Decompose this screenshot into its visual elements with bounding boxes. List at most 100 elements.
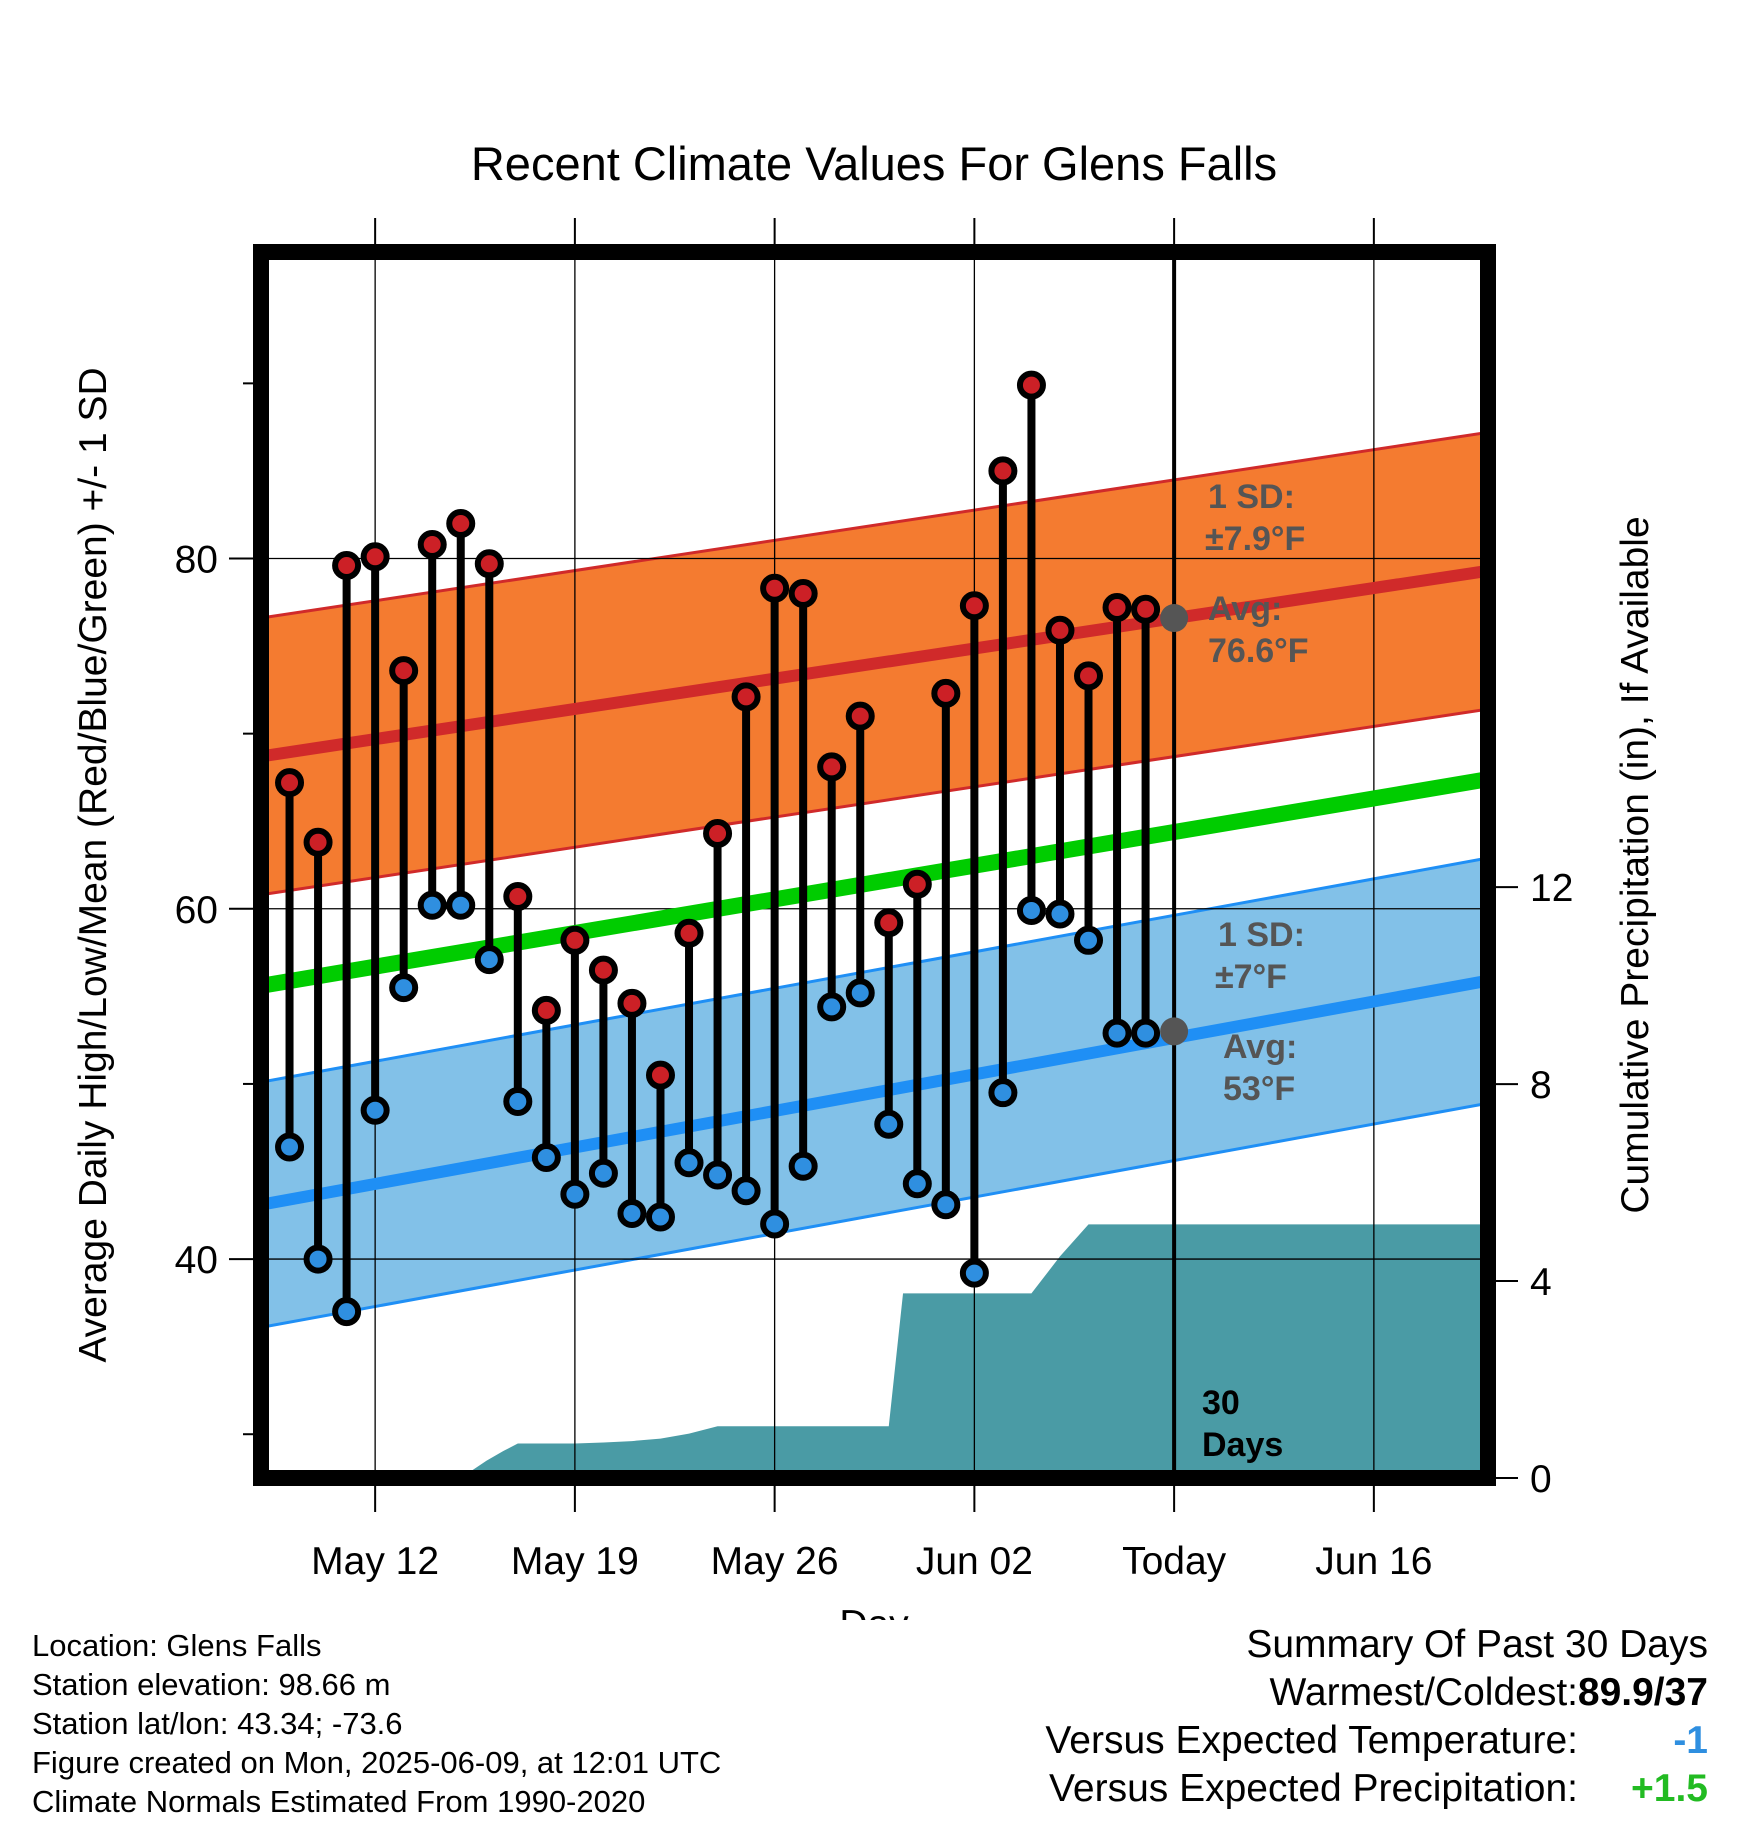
high-point: [959, 591, 989, 621]
high-point: [731, 682, 761, 712]
x-axis-label: Day: [839, 1603, 909, 1620]
high-point: [389, 656, 419, 686]
low-point: [1131, 1018, 1161, 1048]
high-point: [503, 882, 533, 912]
low-point: [275, 1132, 305, 1162]
high-avg-label: Avg:: [1208, 590, 1282, 628]
high-point: [645, 1060, 675, 1090]
low-sd-label: 1 SD:: [1218, 916, 1305, 954]
low-point: [845, 978, 875, 1008]
x-tick-label: Today: [1122, 1540, 1227, 1583]
low-point: [474, 945, 504, 975]
high-point: [560, 925, 590, 955]
low-point: [788, 1151, 818, 1181]
high-point: [1131, 594, 1161, 624]
high-point: [474, 549, 504, 579]
low-point: [1074, 925, 1104, 955]
high-point: [531, 995, 561, 1025]
low-point: [874, 1109, 904, 1139]
low-point: [560, 1179, 590, 1209]
warmest-coldest-label: Warmest/Coldest:: [1269, 1671, 1578, 1714]
plot-frame: [253, 244, 1496, 1486]
y2-axis-label: Cumulative Precipitation (in), If Availa…: [1614, 516, 1657, 1213]
precip-anomaly-value: +1.5: [1631, 1767, 1708, 1810]
normals-text: Climate Normals Estimated From 1990-2020: [32, 1784, 646, 1819]
high-point: [674, 918, 704, 948]
location-text: Location: Glens Falls: [32, 1628, 322, 1663]
low-point: [931, 1190, 961, 1220]
temp-anomaly-label: Versus Expected Temperature:: [1045, 1719, 1578, 1762]
avg-high-line: [261, 564, 1488, 763]
y-tick-label: 40: [175, 1239, 218, 1282]
today-window-label-number: 30: [1202, 1384, 1240, 1422]
high-avg-value: 76.6°F: [1208, 632, 1309, 670]
low-point: [531, 1142, 561, 1172]
high-point: [845, 701, 875, 731]
high-point: [902, 869, 932, 899]
low-point: [988, 1078, 1018, 1108]
low-point: [760, 1209, 790, 1239]
y2-tick-label: 0: [1530, 1458, 1552, 1501]
low-point: [617, 1199, 647, 1229]
low-point: [703, 1160, 733, 1190]
high-point: [817, 752, 847, 782]
low-point: [360, 1095, 390, 1125]
high-point: [303, 827, 333, 857]
high-point: [588, 955, 618, 985]
high-point: [275, 768, 305, 798]
low-point: [332, 1297, 362, 1327]
high-point: [1016, 370, 1046, 400]
created-text: Figure created on Mon, 2025-06-09, at 12…: [32, 1745, 722, 1780]
today-high-avg-marker: [1160, 604, 1189, 633]
high-point: [931, 678, 961, 708]
latlon-text: Station lat/lon: 43.34; -73.6: [32, 1706, 403, 1741]
y2-tick-label: 12: [1530, 867, 1573, 910]
high-band-edge-upper: [261, 430, 1488, 620]
low-point: [417, 890, 447, 920]
high-point: [788, 579, 818, 609]
warmest-coldest-value: 89.9/37: [1577, 1671, 1708, 1714]
low-avg-value: 53°F: [1223, 1070, 1295, 1108]
low-point: [303, 1244, 333, 1274]
low-point: [817, 992, 847, 1022]
y2-tick-label: 4: [1530, 1261, 1552, 1304]
x-tick-label: Jun 16: [1315, 1540, 1432, 1583]
low-point: [588, 1158, 618, 1188]
low-point: [446, 890, 476, 920]
avg-low-line: [261, 974, 1488, 1211]
y-tick-label: 60: [175, 889, 218, 932]
summary-panel: Summary Of Past 30 Days Warmest/Coldest:…: [808, 1621, 1708, 1813]
high-sd-label: 1 SD:: [1208, 478, 1295, 516]
x-tick-label: May 12: [311, 1540, 439, 1583]
high-point: [1074, 661, 1104, 691]
summary-row-warmest: Warmest/Coldest: 89.9/37: [808, 1669, 1708, 1717]
high-sd-value: ±7.9°F: [1205, 520, 1305, 558]
station-info: Location: Glens Falls Station elevation:…: [32, 1626, 721, 1821]
low-point: [645, 1202, 675, 1232]
low-avg-label: Avg:: [1223, 1028, 1297, 1066]
high-point: [617, 988, 647, 1018]
low-sd-value: ±7°F: [1215, 958, 1287, 996]
low-point: [503, 1086, 533, 1116]
low-point: [902, 1169, 932, 1199]
low-point: [674, 1148, 704, 1178]
x-tick-label: May 19: [511, 1540, 639, 1583]
chart-title: Recent Climate Values For Glens Falls: [471, 137, 1277, 190]
high-band-edge-lower: [261, 707, 1488, 897]
today-low-avg-marker: [1160, 1017, 1189, 1046]
x-tick-label: May 26: [711, 1540, 839, 1583]
today-window-label-days: Days: [1202, 1426, 1283, 1464]
elevation-text: Station elevation: 98.66 m: [32, 1667, 391, 1702]
high-point: [332, 551, 362, 581]
high-point: [360, 542, 390, 572]
climate-chart: Recent Climate Values For Glens Falls 1 …: [72, 137, 1657, 1620]
low-point: [1102, 1018, 1132, 1048]
low-point: [389, 973, 419, 1003]
y-tick-label: 80: [175, 539, 218, 582]
low-band-edge-upper: [261, 856, 1488, 1084]
high-point: [874, 908, 904, 938]
high-point: [1045, 615, 1075, 645]
y-axis-label: Average Daily High/Low/Mean (Red/Blue/Gr…: [72, 367, 115, 1362]
low-point: [1016, 896, 1046, 926]
low-point: [1045, 899, 1075, 929]
